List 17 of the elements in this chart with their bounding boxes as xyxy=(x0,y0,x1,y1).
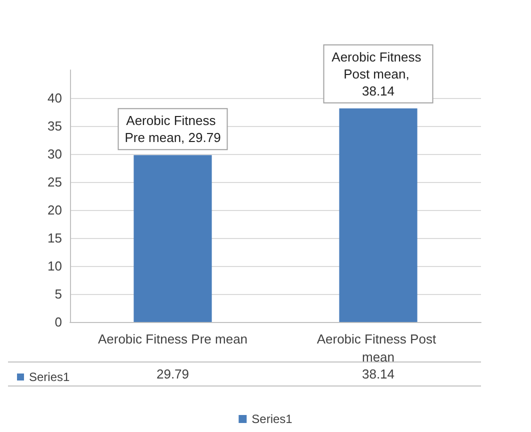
x-tick-label: Aerobic Fitness Pre mean xyxy=(98,332,248,346)
legend-label: Series1 xyxy=(29,370,70,384)
data-label: 38.14 xyxy=(362,366,395,382)
x-tick-label: Aerobic Fitness Post mean xyxy=(316,332,440,364)
y-tick-label: 35 xyxy=(48,118,62,134)
y-tick-label: 20 xyxy=(48,202,62,218)
data-label: 29.79 xyxy=(156,366,190,382)
annotation: Aerobic Fitness Pre mean, 29.79 xyxy=(124,113,221,146)
y-tick-label: 40 xyxy=(48,90,62,106)
y-tick-label: 30 xyxy=(48,146,62,162)
y-tick-label: 15 xyxy=(48,230,62,246)
y-tick-label: 25 xyxy=(48,174,62,190)
y-tick-label: 10 xyxy=(48,258,62,274)
y-tick-label: 5 xyxy=(54,286,62,302)
y-tick-label: 0 xyxy=(54,314,62,330)
annotation: Aerobic Fitness Post mean, 38.14 xyxy=(332,49,425,98)
text: Series1 xyxy=(252,412,292,426)
